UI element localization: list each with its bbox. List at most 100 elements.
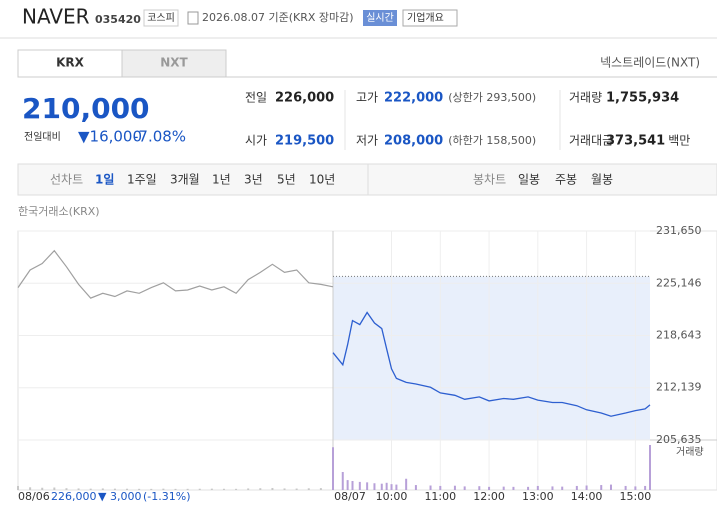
x-tick-label: 10:00: [376, 490, 408, 503]
period[interactable]: 주봉: [555, 173, 577, 187]
stat-value: 373,541: [606, 134, 665, 149]
period[interactable]: 1주일: [127, 173, 157, 187]
stat-label: 시가: [245, 134, 267, 148]
volume-bar: [649, 445, 651, 490]
volume-bar: [222, 488, 225, 490]
x-tick-label: 12:00: [473, 490, 505, 503]
volume-bar: [634, 486, 637, 490]
period-group-label: 봉차트: [473, 173, 506, 187]
volume-bar: [198, 488, 201, 490]
prev-change: ▼ 3,000: [98, 490, 141, 503]
volume-bar: [319, 488, 322, 490]
volume-bar: [295, 488, 298, 490]
stats: 전일 226,000 고가 222,000 (상한가 293,500) 거래량 1,755,…: [245, 90, 690, 150]
period[interactable]: 5년: [277, 173, 296, 187]
date: 2026.08.07 기준(KRX 장마감): [202, 11, 354, 24]
base-area: [333, 276, 650, 440]
overview[interactable]: 기업개요: [407, 11, 444, 24]
stat-note: (상한가 293,500): [448, 91, 536, 104]
volume-bar: [210, 488, 213, 490]
realtime[interactable]: 실시간: [366, 12, 394, 24]
volume-bar: [247, 488, 250, 490]
volume-bar: [162, 488, 165, 490]
volume-bar: [644, 485, 647, 490]
price: 210,000: [22, 92, 150, 125]
periods: 선차트 1일 1주일 3개월 1년 3년 5년 10년 봉차트 일봉 주봉 월봉: [50, 173, 613, 187]
period[interactable]: 1년: [212, 173, 231, 187]
volume-bar: [186, 488, 189, 490]
volume-bar: [600, 485, 603, 490]
volume-bar: [380, 483, 383, 490]
volume-bar: [502, 486, 505, 490]
period[interactable]: 3년: [244, 173, 263, 187]
volume-bar: [53, 487, 56, 490]
calendar-icon: [187, 11, 199, 25]
y-tick-label: 205,635: [656, 433, 702, 446]
change-label: 전일대비: [24, 131, 61, 143]
stat-label: 고가: [356, 91, 378, 105]
volume-bar: [373, 483, 376, 490]
x-tick-label: 14:00: [571, 490, 603, 503]
prev-close: 226,000: [51, 490, 97, 503]
stat-value: 222,000: [384, 91, 443, 106]
market-badge: [143, 9, 179, 27]
volume-bar: [585, 485, 588, 490]
tab-nxt[interactable]: [121, 49, 227, 78]
volume-bar: [89, 488, 92, 490]
change: ▼16,000: [78, 128, 142, 146]
volume-bar: [463, 486, 466, 490]
volume-bar: [453, 485, 456, 490]
volume-bar: [17, 485, 19, 490]
y-tick-label: 231,650: [656, 224, 702, 237]
volume-bar: [429, 485, 432, 490]
volume-bar: [609, 484, 612, 490]
period-group-label: 선차트: [50, 173, 83, 187]
volume-bar: [527, 486, 530, 490]
period[interactable]: 1일: [95, 173, 114, 187]
stat-note: (하한가 158,500): [448, 133, 536, 147]
volume-bar: [536, 485, 539, 490]
volume-bar: [346, 480, 349, 490]
source: 한국거래소(KRX): [18, 205, 100, 218]
y-tick-label: 225,146: [656, 276, 702, 289]
period[interactable]: 10년: [309, 173, 335, 187]
prev-date: 08/06: [18, 490, 50, 503]
volume-bar: [385, 482, 388, 490]
volume-bar: [358, 481, 361, 490]
period[interactable]: 3개월: [170, 173, 200, 187]
volume-bar: [439, 485, 442, 490]
realtime-badge[interactable]: [363, 10, 397, 26]
volume-bar: [126, 488, 129, 490]
volume-bar: [29, 487, 32, 490]
stat-value: 1,755,934: [606, 91, 679, 106]
volume-bar: [624, 485, 627, 490]
volume-bar: [512, 486, 515, 490]
volume-bar: [283, 488, 286, 490]
volume-bar: [259, 488, 262, 490]
volume-bar: [488, 486, 491, 490]
volume-bar: [561, 486, 564, 490]
tab-label[interactable]: NXT: [160, 56, 188, 70]
stat-label: 거래대금: [569, 134, 613, 148]
stock-name: NAVER: [22, 5, 90, 29]
volume-bar: [101, 488, 104, 490]
volume-bar: [150, 488, 153, 490]
volume-bar: [341, 472, 344, 490]
nxt-link[interactable]: 넥스트레이드(NXT): [600, 56, 700, 70]
volume-bar: [332, 447, 334, 490]
volume-bar: [65, 488, 68, 490]
volume-bar: [478, 486, 481, 490]
period[interactable]: 월봉: [591, 173, 613, 187]
volume-bar: [405, 478, 408, 490]
period[interactable]: 일봉: [518, 173, 540, 187]
day-label: 08/07: [334, 490, 366, 503]
overview-button[interactable]: [402, 9, 458, 27]
volume-bar: [551, 486, 554, 490]
volume-bar: [351, 481, 354, 490]
stock-code: 035420: [95, 13, 141, 26]
tab-label[interactable]: KRX: [56, 56, 85, 70]
stat-unit: 백만: [668, 134, 690, 148]
volume-bar: [366, 482, 369, 490]
